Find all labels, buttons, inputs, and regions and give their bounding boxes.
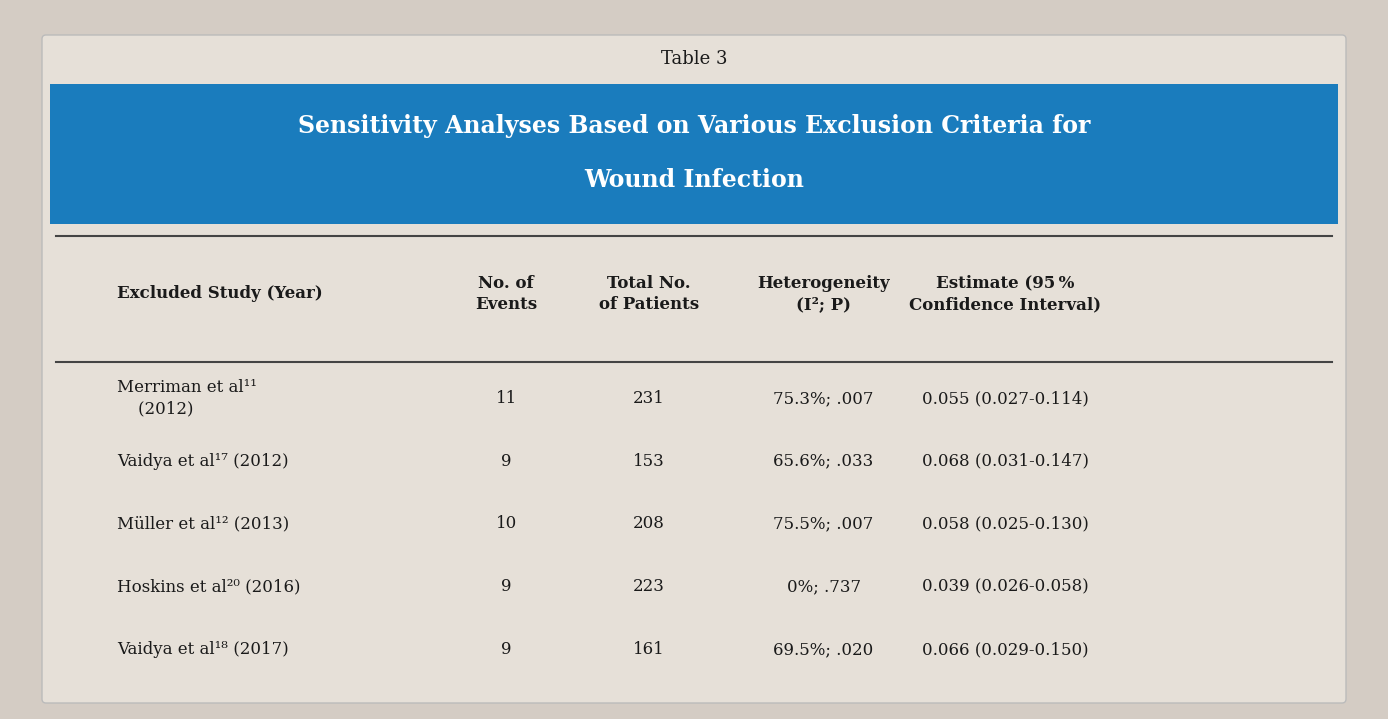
Text: 153: 153 xyxy=(633,453,665,470)
Text: 223: 223 xyxy=(633,578,665,595)
Text: Excluded Study (Year): Excluded Study (Year) xyxy=(117,285,323,303)
Text: 9: 9 xyxy=(501,453,511,470)
Text: Estimate (95 %
Confidence Interval): Estimate (95 % Confidence Interval) xyxy=(909,275,1101,313)
Text: 9: 9 xyxy=(501,641,511,658)
Text: 10: 10 xyxy=(496,516,516,533)
Text: 231: 231 xyxy=(633,390,665,407)
Text: 0%; .737: 0%; .737 xyxy=(787,578,861,595)
Text: Total No.
of Patients: Total No. of Patients xyxy=(598,275,698,313)
Text: 75.5%; .007: 75.5%; .007 xyxy=(773,516,874,533)
Text: Table 3: Table 3 xyxy=(661,50,727,68)
Text: Sensitivity Analyses Based on Various Exclusion Criteria for: Sensitivity Analyses Based on Various Ex… xyxy=(298,114,1090,138)
Text: 0.039 (0.026-0.058): 0.039 (0.026-0.058) xyxy=(922,578,1088,595)
Text: Heterogeneity
(I²; P): Heterogeneity (I²; P) xyxy=(758,275,890,313)
Text: 208: 208 xyxy=(633,516,665,533)
FancyBboxPatch shape xyxy=(42,35,1346,703)
Text: 11: 11 xyxy=(496,390,516,407)
Text: Hoskins et al²⁰ (2016): Hoskins et al²⁰ (2016) xyxy=(117,578,301,595)
Text: 0.066 (0.029-0.150): 0.066 (0.029-0.150) xyxy=(922,641,1088,658)
Text: Wound Infection: Wound Infection xyxy=(584,168,804,192)
Text: 9: 9 xyxy=(501,578,511,595)
Text: Merriman et al¹¹
    (2012): Merriman et al¹¹ (2012) xyxy=(117,379,257,418)
Text: 161: 161 xyxy=(633,641,665,658)
Text: 0.068 (0.031-0.147): 0.068 (0.031-0.147) xyxy=(922,453,1088,470)
Text: 0.055 (0.027-0.114): 0.055 (0.027-0.114) xyxy=(922,390,1088,407)
Text: No. of
Events: No. of Events xyxy=(475,275,537,313)
Text: Vaidya et al¹⁸ (2017): Vaidya et al¹⁸ (2017) xyxy=(117,641,289,658)
Text: Vaidya et al¹⁷ (2012): Vaidya et al¹⁷ (2012) xyxy=(117,453,289,470)
Text: 0.058 (0.025-0.130): 0.058 (0.025-0.130) xyxy=(922,516,1088,533)
Text: 75.3%; .007: 75.3%; .007 xyxy=(773,390,874,407)
Bar xyxy=(50,84,1338,224)
Text: Müller et al¹² (2013): Müller et al¹² (2013) xyxy=(117,516,290,533)
Text: 69.5%; .020: 69.5%; .020 xyxy=(773,641,873,658)
Text: 65.6%; .033: 65.6%; .033 xyxy=(773,453,873,470)
